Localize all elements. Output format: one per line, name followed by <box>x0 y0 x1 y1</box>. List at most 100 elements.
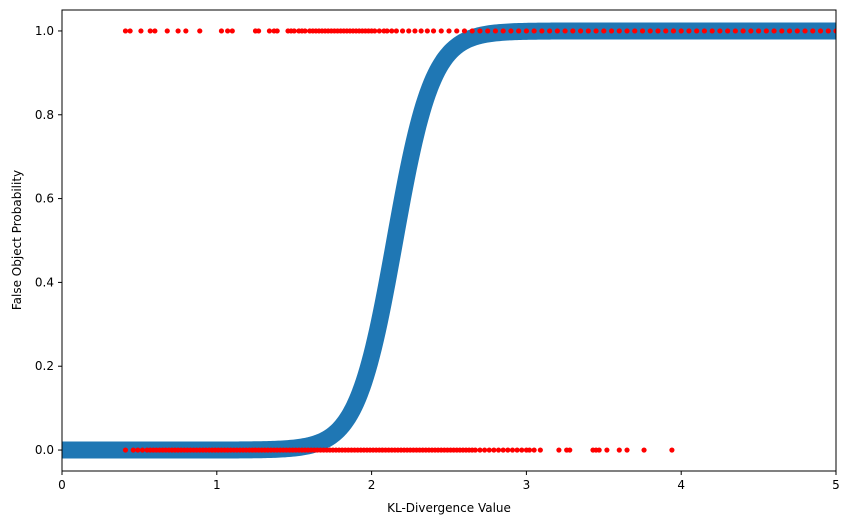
data-point <box>477 447 483 453</box>
data-point <box>624 28 630 34</box>
x-tick-label: 4 <box>677 478 685 492</box>
data-point <box>486 447 492 453</box>
axes-frame <box>61 9 837 472</box>
plot-area <box>62 22 836 459</box>
data-point <box>531 447 537 453</box>
data-point <box>122 28 129 34</box>
data-point <box>389 28 395 34</box>
points-label-zero <box>122 447 675 453</box>
data-point <box>122 447 129 453</box>
y-tick-label: 0.0 <box>35 443 54 457</box>
data-point <box>438 28 444 34</box>
data-point <box>509 447 516 453</box>
data-point <box>655 28 661 34</box>
points-label-one <box>122 28 836 34</box>
data-point <box>740 28 746 34</box>
data-point <box>482 447 488 453</box>
data-point <box>500 28 506 34</box>
data-point <box>372 28 378 34</box>
data-point <box>508 28 514 34</box>
data-point <box>562 28 568 34</box>
data-point <box>577 28 584 34</box>
data-point <box>593 28 599 34</box>
data-point <box>418 28 424 34</box>
data-point <box>624 447 630 453</box>
data-point <box>139 447 146 453</box>
data-point <box>127 28 133 34</box>
data-point <box>647 28 653 34</box>
data-point <box>817 28 824 34</box>
data-point <box>225 28 231 34</box>
data-point <box>556 447 562 453</box>
data-point <box>454 28 460 34</box>
data-point <box>514 447 520 453</box>
data-point <box>477 28 483 34</box>
data-point <box>616 28 622 34</box>
data-point <box>229 28 235 34</box>
data-point <box>802 28 808 34</box>
data-point <box>130 447 136 453</box>
data-point <box>748 28 754 34</box>
data-point <box>183 28 189 34</box>
y-tick-label: 0.6 <box>35 192 54 206</box>
data-point <box>669 447 675 453</box>
data-point <box>523 28 530 34</box>
data-point <box>500 447 506 453</box>
data-point <box>663 28 669 34</box>
data-point <box>601 28 607 34</box>
y-tick-label: 0.4 <box>35 275 54 289</box>
data-point <box>717 28 723 34</box>
data-point <box>274 28 280 34</box>
data-point <box>461 28 468 34</box>
data-point <box>771 28 777 34</box>
data-point <box>554 28 560 34</box>
x-tick-label: 3 <box>523 478 531 492</box>
data-point <box>472 447 478 453</box>
data-point <box>825 28 831 34</box>
data-point <box>526 447 533 453</box>
data-point <box>639 28 646 34</box>
y-tick-label: 0.8 <box>35 108 54 122</box>
x-tick-label: 5 <box>832 478 840 492</box>
data-point <box>794 28 800 34</box>
data-point <box>537 447 543 453</box>
data-point <box>694 28 700 34</box>
x-axis-label: KL-Divergence Value <box>387 501 511 515</box>
data-point <box>446 28 452 34</box>
x-tick-label: 2 <box>368 478 376 492</box>
data-point <box>505 447 511 453</box>
data-point <box>756 28 762 34</box>
data-point <box>616 447 622 453</box>
data-point <box>256 28 262 34</box>
data-point <box>376 28 382 34</box>
data-point <box>399 28 406 34</box>
data-point <box>763 28 769 34</box>
y-axis-label: False Object Probability <box>10 170 24 310</box>
data-point <box>424 28 430 34</box>
y-tick-label: 1.0 <box>35 24 54 38</box>
y-axis: 0.0 0.2 0.4 0.6 0.8 1.0 <box>35 24 62 457</box>
data-point <box>469 28 475 34</box>
data-point <box>152 28 158 34</box>
data-point <box>547 28 553 34</box>
data-point <box>570 28 576 34</box>
data-point <box>197 28 203 34</box>
data-point <box>701 28 708 34</box>
x-tick-label: 1 <box>213 478 221 492</box>
data-point <box>596 447 602 453</box>
data-point <box>678 28 684 34</box>
data-point <box>519 447 525 453</box>
data-point <box>779 28 785 34</box>
data-point <box>218 28 225 34</box>
data-point <box>539 28 545 34</box>
data-point <box>786 28 793 34</box>
data-point <box>291 28 297 34</box>
data-point <box>833 28 836 34</box>
data-point <box>147 28 153 34</box>
x-tick-label: 0 <box>58 478 66 492</box>
data-point <box>430 28 437 34</box>
data-point <box>686 28 692 34</box>
data-point <box>531 28 537 34</box>
data-point <box>641 447 647 453</box>
